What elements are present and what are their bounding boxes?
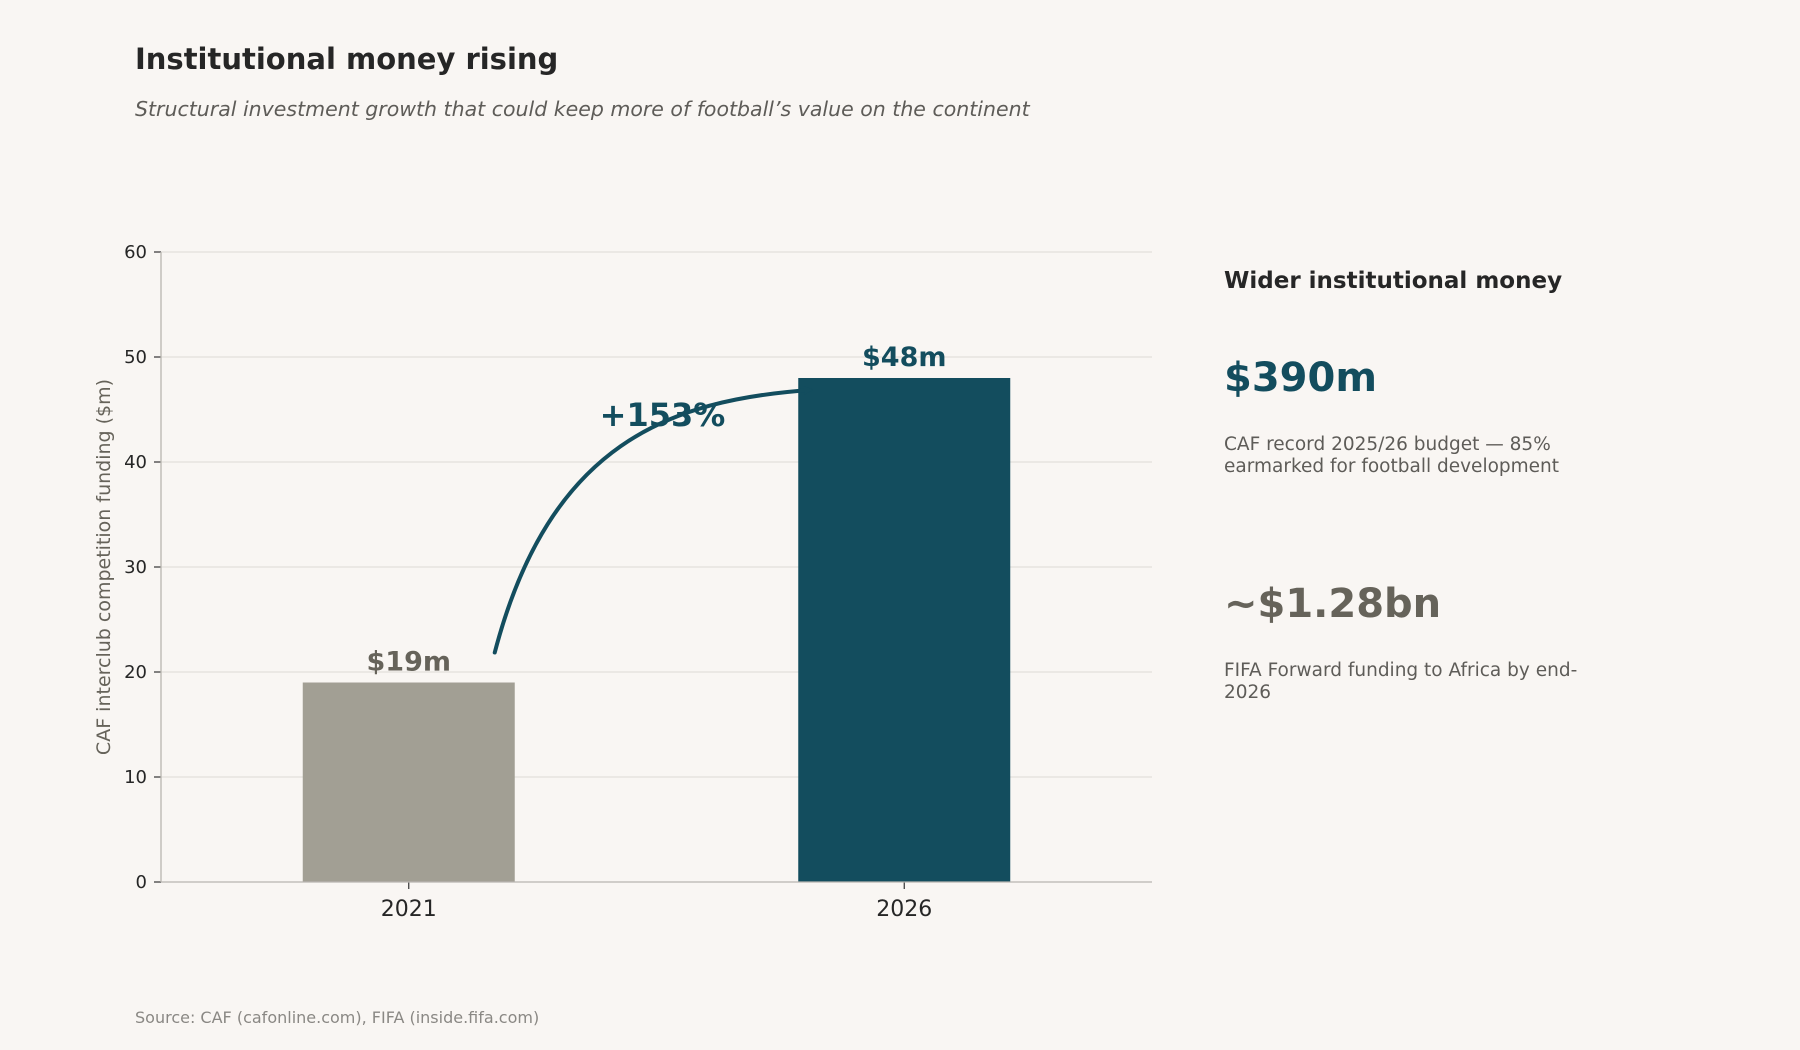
stat-desc-fifa-forward: FIFA Forward funding to Africa by end-20… bbox=[1224, 660, 1578, 703]
stat-value-caf-budget: $390m bbox=[1224, 355, 1378, 401]
value-label-2026: $48m bbox=[862, 342, 947, 373]
sidebar-heading: Wider institutional money bbox=[1224, 268, 1563, 294]
y-axis-label: CAF interclub competition funding ($m) bbox=[93, 379, 115, 755]
stat-value-fifa-forward: ~$1.28bn bbox=[1224, 581, 1442, 627]
value-label-2021: $19m bbox=[367, 647, 452, 678]
bar-2026 bbox=[798, 378, 1011, 882]
growth-annotation-label: +153% bbox=[600, 396, 726, 434]
y-tick-label: 0 bbox=[136, 872, 147, 893]
x-tick-label-2021: 2021 bbox=[381, 897, 437, 922]
chart-title: Institutional money rising bbox=[135, 42, 559, 76]
x-tick-label-2026: 2026 bbox=[876, 897, 932, 922]
y-tick-label: 30 bbox=[124, 557, 147, 578]
y-tick-label: 10 bbox=[124, 767, 147, 788]
stat-desc-caf-budget: CAF record 2025/26 budget — 85% earmarke… bbox=[1224, 434, 1560, 477]
y-tick-label: 40 bbox=[124, 452, 147, 473]
chart-subtitle: Structural investment growth that could … bbox=[135, 97, 1030, 121]
y-tick-label: 60 bbox=[124, 242, 147, 263]
y-tick-label: 50 bbox=[124, 347, 147, 368]
bar-2021 bbox=[302, 682, 515, 882]
source-note: Source: CAF (cafonline.com), FIFA (insid… bbox=[135, 1008, 540, 1027]
y-tick-label: 20 bbox=[124, 662, 147, 683]
growth-arrow bbox=[492, 385, 813, 655]
